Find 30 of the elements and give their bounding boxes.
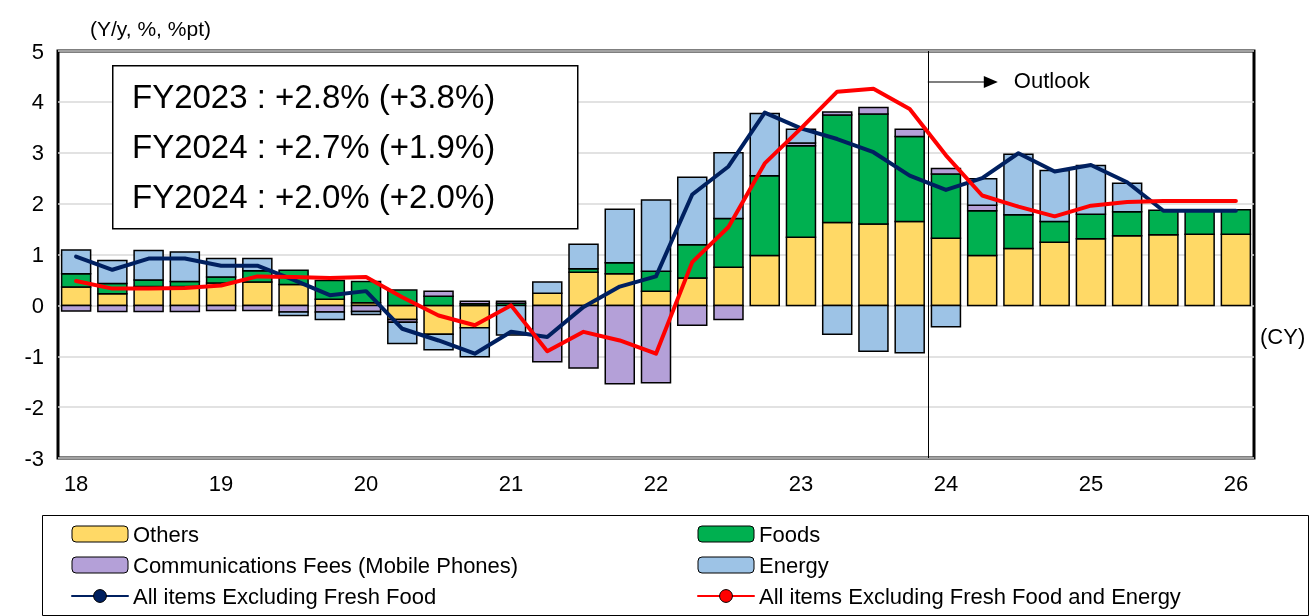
y-tick-label: 1 <box>31 242 44 267</box>
legend-label: Energy <box>759 552 829 578</box>
x-tick-label: 26 <box>1223 470 1249 496</box>
x-tick-label: 18 <box>63 470 89 496</box>
legend-label: Foods <box>759 521 821 547</box>
x-axis-title: (CY) <box>1260 323 1306 349</box>
y-tick-label: 3 <box>31 140 44 166</box>
x-tick-label: 19 <box>208 470 234 496</box>
y-tick-label: -3 <box>24 445 44 471</box>
y-tick-label: -1 <box>24 343 44 369</box>
x-tick-label: 23 <box>788 470 814 496</box>
legend-label: All items Excluding Fresh Food and Energy <box>759 583 1181 609</box>
x-tick-label: 21 <box>498 470 524 496</box>
y-tick-label: -2 <box>24 394 44 420</box>
legend-label: All items Excluding Fresh Food <box>133 583 437 609</box>
x-tick-label: 20 <box>353 470 379 496</box>
ref-line-label: Outlook <box>1013 67 1091 93</box>
y-tick-label: 0 <box>31 292 44 318</box>
x-tick-label: 22 <box>643 470 669 496</box>
legend-label: Communications Fees (Mobile Phones) <box>133 552 519 578</box>
annotation: FY2023 : +2.8% (+3.8%) <box>132 78 496 115</box>
annotation: FY2024 : +2.0% (+2.0%) <box>132 178 496 215</box>
legend-label: Others <box>133 521 200 547</box>
x-tick-label: 24 <box>933 470 959 496</box>
annotation: FY2024 : +2.7% (+1.9%) <box>132 128 496 165</box>
y-tick-label: 2 <box>31 191 44 217</box>
y-tick-label: 5 <box>31 38 44 64</box>
y-axis-title: (Y/y, %, %pt) <box>90 17 211 40</box>
y-tick-label: 4 <box>31 89 44 115</box>
x-tick-label: 25 <box>1078 470 1104 496</box>
